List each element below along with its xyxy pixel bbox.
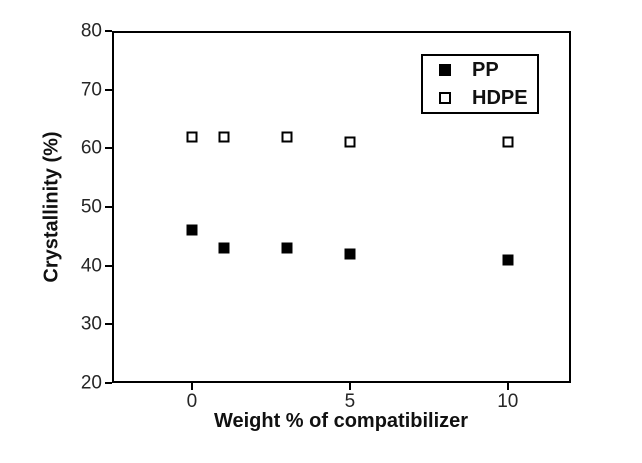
y-axis-tick	[105, 147, 112, 150]
y-axis-tick	[105, 382, 112, 384]
y-axis-tick-label: 20	[80, 372, 102, 394]
x-axis-tick-label: 10	[497, 391, 519, 412]
x-axis-label: Weight % of compatibilizer	[213, 410, 469, 432]
data-point-hdpe	[344, 136, 356, 148]
y-axis-tick-label: 50	[80, 196, 102, 218]
data-point-hdpe	[281, 131, 293, 143]
open-square-icon	[439, 91, 451, 104]
data-point-pp	[186, 224, 198, 236]
x-axis-tick	[506, 383, 509, 390]
legend-label: HDPE	[472, 86, 528, 109]
y-axis-tick	[105, 264, 112, 267]
y-axis-tick	[105, 323, 112, 326]
y-axis-tick-label: 30	[80, 313, 102, 335]
filled-square-icon	[439, 64, 451, 77]
legend-label: PP	[472, 59, 499, 82]
x-axis-tick	[348, 383, 351, 390]
data-point-hdpe	[186, 131, 198, 143]
data-point-pp	[502, 254, 514, 266]
data-point-pp	[344, 248, 356, 260]
x-axis-tick-label: 5	[344, 391, 356, 412]
x-axis-tick	[190, 383, 193, 390]
data-point-hdpe	[218, 131, 229, 143]
y-axis-tick-label: 60	[80, 137, 102, 159]
x-axis-tick-label: 0	[186, 391, 198, 412]
legend-item-pp: PP	[423, 57, 537, 83]
y-axis-tick	[105, 88, 112, 91]
y-axis-tick-label: 70	[80, 79, 102, 101]
legend-item-hdpe: HDPE	[423, 85, 537, 111]
y-axis-tick	[105, 206, 112, 208]
data-point-pp	[281, 242, 293, 254]
y-axis-label: Crystallinity (%)	[40, 131, 63, 283]
legend: PP HDPE	[421, 54, 539, 114]
y-axis-tick	[105, 30, 112, 32]
y-axis-tick-label: 80	[80, 20, 102, 42]
y-axis-tick-label: 40	[80, 255, 102, 277]
data-point-pp	[218, 242, 229, 254]
data-point-hdpe	[502, 136, 514, 148]
